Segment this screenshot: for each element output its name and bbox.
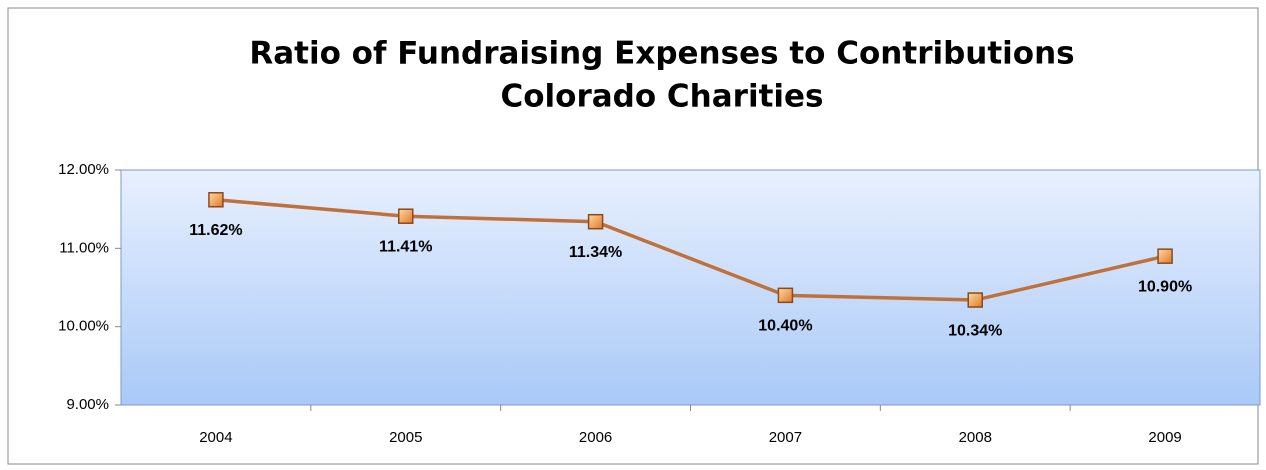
x-tick-label: 2007 xyxy=(769,429,802,446)
y-tick-label: 12.00% xyxy=(58,161,109,178)
data-label: 11.34% xyxy=(569,244,622,261)
data-label: 10.90% xyxy=(1138,278,1192,295)
marker xyxy=(208,192,224,208)
chart-title: Ratio of Fundraising Expenses to Contrib… xyxy=(249,36,1074,72)
data-label: 10.34% xyxy=(948,322,1002,339)
marker xyxy=(1157,248,1173,264)
x-tick-label: 2004 xyxy=(199,429,232,446)
data-label: 11.41% xyxy=(379,238,432,255)
data-label: 10.40% xyxy=(758,318,812,335)
line xyxy=(215,198,1166,302)
y-tick-label: 10.00% xyxy=(58,318,109,335)
x-tick-label: 2009 xyxy=(1148,429,1181,446)
marker xyxy=(587,213,604,230)
x-tick-label: 2005 xyxy=(389,429,422,446)
x-tick-label: 2006 xyxy=(579,429,612,446)
marker xyxy=(398,208,414,224)
marker xyxy=(777,287,794,304)
y-tick-label: 11.00% xyxy=(59,239,109,256)
y-tick-label: 9.00% xyxy=(66,396,109,413)
chart-title: Colorado Charities xyxy=(500,79,823,115)
data-label: 11.62% xyxy=(189,222,242,239)
x-tick-label: 2008 xyxy=(959,429,992,446)
marker xyxy=(967,292,983,308)
